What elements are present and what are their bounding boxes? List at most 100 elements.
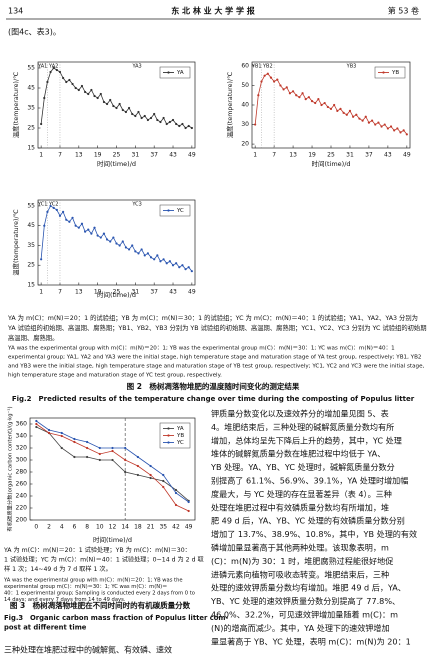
data-point bbox=[393, 129, 396, 132]
data-point bbox=[352, 115, 355, 118]
data-point bbox=[96, 96, 99, 100]
body-text: 磷增加量显著高于其他两种处理。该现象表明，m bbox=[211, 543, 389, 553]
y-tick-label: 300 bbox=[16, 457, 28, 464]
y-tick-label: 55 bbox=[27, 202, 35, 209]
data-point bbox=[339, 107, 342, 111]
legend-marker bbox=[167, 209, 170, 212]
journal-name: 东 北 林 业 大 学 学 报 bbox=[171, 6, 255, 16]
y-tick-label: 360 bbox=[16, 421, 28, 428]
data-point bbox=[80, 84, 84, 88]
data-point bbox=[99, 236, 102, 239]
x-tick-label: 1 bbox=[39, 152, 43, 159]
data-point bbox=[146, 252, 149, 255]
y-tick-label: 25 bbox=[27, 262, 35, 269]
data-point bbox=[71, 82, 74, 86]
x-tick-label: 31 bbox=[346, 152, 354, 159]
body-text: YB、YC 处理的速效钾质量分数分别提高了 77.8%、 bbox=[210, 596, 400, 606]
data-point bbox=[269, 76, 273, 79]
caption-zh: YA 为 m(C)：m(N)＝20：1 的试验组；YB 为 m(C)：m(N)＝… bbox=[7, 313, 418, 322]
x-tick-label: 43 bbox=[169, 289, 177, 296]
data-point bbox=[333, 103, 336, 107]
data-point bbox=[105, 102, 109, 106]
data-point bbox=[149, 256, 153, 259]
stage-label: YC1 bbox=[37, 202, 47, 208]
body-text: 增加了 13.7%、38.9%、10.8%，其中，YB 处理的有效 bbox=[211, 529, 417, 539]
x-tick-label: 49 bbox=[403, 152, 411, 159]
caption-en: 14 days; and every 7 days from 14 to 49 … bbox=[4, 597, 126, 603]
data-point bbox=[86, 446, 89, 450]
legend-label: YC bbox=[176, 208, 184, 214]
data-point bbox=[364, 115, 367, 118]
data-point bbox=[118, 102, 121, 106]
data-point bbox=[40, 122, 43, 126]
plot-frame bbox=[29, 417, 196, 521]
data-point bbox=[35, 419, 38, 423]
body-text: 别提高了 61.1%、56.9%、39.1%，YA 处理时增加幅 bbox=[211, 476, 408, 486]
legend-marker bbox=[167, 434, 170, 437]
data-point bbox=[377, 121, 380, 124]
y-tick-label: 15 bbox=[27, 282, 35, 289]
legend-label: YA bbox=[176, 426, 184, 432]
y-tick-label: 200 bbox=[16, 517, 28, 524]
data-point bbox=[285, 86, 288, 89]
x-tick-label: 43 bbox=[169, 152, 177, 159]
data-point bbox=[55, 68, 58, 72]
data-point bbox=[174, 491, 178, 495]
data-point bbox=[98, 446, 101, 450]
x-tick-label: 2 bbox=[47, 524, 51, 531]
fig2-title: 图 2 杨树凋落物堆肥的温度随时间变化的测定结果 bbox=[127, 381, 300, 391]
data-point bbox=[402, 129, 405, 132]
data-point bbox=[46, 210, 49, 213]
legend-marker bbox=[167, 441, 170, 444]
x-tick-label: 0 bbox=[34, 524, 38, 531]
x-tick-label: 7 bbox=[58, 152, 62, 159]
data-point bbox=[187, 266, 190, 269]
data-point bbox=[137, 110, 140, 114]
body-text: 处理在堆肥过程中有效磷质量分数均有所增加，堆 bbox=[211, 502, 389, 512]
stage-label: YC3 bbox=[131, 202, 141, 208]
data-point bbox=[156, 118, 159, 122]
x-tick-label: 13 bbox=[75, 152, 83, 159]
y-tick-label: 55 bbox=[27, 65, 35, 72]
data-point bbox=[165, 262, 168, 265]
caption-zh: YA 试验组的初始期、高温期、腐熟期；YB1、YB2、YB3 分别为 YB 试验… bbox=[7, 323, 427, 332]
data-point bbox=[307, 96, 310, 99]
x-tick-label: 8 bbox=[85, 524, 89, 531]
data-point bbox=[86, 440, 89, 444]
data-point bbox=[361, 119, 364, 122]
data-point bbox=[175, 122, 178, 126]
fig3-title-en: Fig.3 Organic carbon mass fraction of Po… bbox=[4, 614, 228, 622]
data-point bbox=[62, 210, 65, 213]
data-point bbox=[396, 127, 399, 130]
data-point bbox=[109, 240, 112, 243]
data-point bbox=[370, 119, 374, 122]
data-point bbox=[86, 455, 89, 459]
data-point bbox=[35, 425, 38, 429]
data-point bbox=[153, 258, 156, 261]
data-point bbox=[326, 105, 329, 109]
legend-label: YC bbox=[176, 440, 184, 446]
y-tick-label: 50 bbox=[241, 82, 249, 89]
data-point bbox=[93, 94, 96, 98]
data-point bbox=[105, 238, 109, 241]
data-point bbox=[87, 228, 90, 231]
data-point bbox=[73, 440, 76, 444]
x-tick-label: 10 bbox=[96, 524, 104, 531]
body-text: 堆体的碱解氮质量分数在堆肥过程中均低于 YA、 bbox=[211, 449, 385, 459]
data-point bbox=[74, 224, 77, 227]
legend-label: YB bbox=[391, 70, 399, 76]
y-tick-label: 320 bbox=[16, 445, 28, 452]
data-point bbox=[348, 109, 352, 112]
data-point bbox=[73, 455, 76, 459]
caption-zh: YA 为 m(C)：m(N)＝20：1 试验处理；YB 为 m(C)：m(N)＝… bbox=[3, 546, 191, 554]
data-point bbox=[304, 98, 307, 101]
stage-label: YB3 bbox=[346, 64, 357, 70]
data-point bbox=[162, 473, 165, 477]
legend-label: YA bbox=[176, 70, 184, 76]
y-tick-label: 25 bbox=[27, 125, 35, 132]
data-point bbox=[111, 449, 114, 453]
data-point bbox=[131, 112, 134, 116]
data-point bbox=[98, 452, 101, 456]
x-tick-label: 25 bbox=[113, 152, 121, 159]
data-point bbox=[124, 446, 127, 450]
